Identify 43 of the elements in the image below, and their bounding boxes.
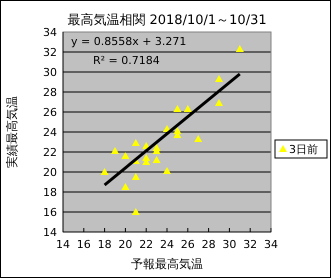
x-tick-label: 26: [180, 238, 195, 251]
x-tick-label: 24: [160, 238, 174, 251]
legend-label: 3日前: [289, 143, 318, 156]
point: [132, 208, 140, 215]
x-tick-label: 34: [264, 238, 278, 251]
y-tick-label: 16: [43, 206, 57, 219]
point: [132, 139, 140, 146]
point: [194, 135, 202, 142]
y-axis-title: 実績最高気温: [5, 96, 19, 168]
y-tick-label: 34: [43, 26, 57, 39]
x-tick-label: 22: [139, 238, 154, 251]
y-tick-label: 32: [43, 46, 57, 59]
point: [215, 75, 223, 82]
point: [184, 105, 192, 112]
annotation: R² = 0.7184: [93, 54, 160, 67]
chart-title: 最高気温相関 2018/10/1～10/31: [67, 12, 267, 28]
y-tick-label: 22: [43, 146, 57, 159]
x-tick-label: 20: [118, 238, 132, 251]
y-tick-label: 14: [43, 226, 57, 239]
x-tick-label: 14: [56, 238, 70, 251]
point: [121, 183, 130, 190]
y-tick-label: 24: [43, 126, 57, 139]
point: [163, 167, 171, 174]
y-tick-label: 18: [43, 186, 57, 199]
x-tick-label: 32: [243, 238, 258, 251]
point: [132, 173, 140, 180]
point: [100, 168, 109, 175]
point: [215, 99, 223, 106]
x-axis-title: 予報最高気温: [131, 257, 203, 271]
y-tick-label: 26: [43, 106, 57, 119]
x-tick-label: 16: [76, 238, 91, 251]
point: [173, 105, 182, 112]
annotation: y = 0.8558x + 3.271: [71, 35, 186, 48]
point: [236, 45, 244, 52]
point: [152, 156, 161, 163]
x-tick-label: 30: [222, 238, 236, 251]
x-tick-label: 18: [98, 238, 112, 251]
y-tick-label: 28: [43, 86, 57, 99]
point: [111, 147, 119, 154]
y-tick-label: 30: [43, 66, 57, 79]
point: [121, 152, 130, 159]
y-tick-label: 20: [43, 166, 57, 179]
x-tick-label: 28: [202, 238, 216, 251]
